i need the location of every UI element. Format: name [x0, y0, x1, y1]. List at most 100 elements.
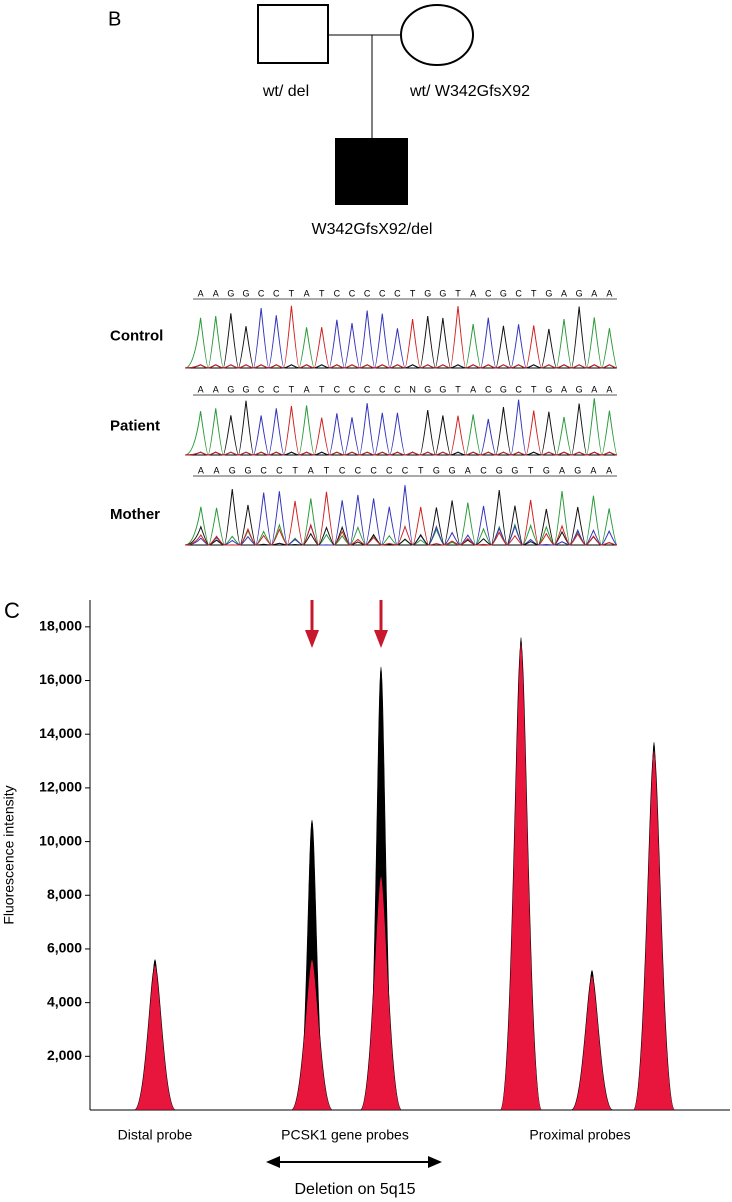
base-call: T — [289, 288, 295, 298]
trace — [184, 491, 618, 546]
trace — [184, 405, 618, 456]
base-call: C — [349, 288, 356, 298]
y-tick-label: 2,000 — [47, 1047, 82, 1063]
base-call: T — [528, 465, 534, 475]
base-call: C — [515, 288, 522, 298]
group-label: Proximal probes — [529, 1127, 630, 1143]
base-call: A — [304, 288, 310, 298]
base-call: G — [439, 384, 446, 394]
base-call: G — [500, 288, 507, 298]
child-genotype: W342GfsX92/del — [312, 221, 433, 238]
base-call: G — [227, 384, 234, 394]
base-call: G — [439, 288, 446, 298]
base-call: T — [410, 288, 416, 298]
trace — [184, 316, 618, 369]
base-call: C — [349, 384, 356, 394]
base-call: A — [198, 384, 204, 394]
base-call: A — [606, 465, 612, 475]
base-call: A — [606, 288, 612, 298]
peak — [632, 750, 676, 1111]
y-tick-label: 4,000 — [47, 993, 82, 1009]
base-call: C — [370, 465, 377, 475]
base-call: G — [574, 465, 581, 475]
base-call: A — [561, 288, 567, 298]
base-call: C — [402, 465, 409, 475]
arrow-head — [374, 630, 388, 648]
base-call: G — [545, 288, 552, 298]
base-call: C — [386, 465, 393, 475]
trace — [184, 489, 618, 546]
base-call: G — [496, 465, 503, 475]
peak — [570, 975, 614, 1111]
base-call: G — [229, 465, 236, 475]
base-call: A — [198, 465, 204, 475]
base-call: C — [480, 465, 487, 475]
base-call: C — [379, 384, 386, 394]
base-call: C — [515, 384, 522, 394]
base-call: C — [258, 384, 265, 394]
base-call: C — [334, 384, 341, 394]
base-call: G — [433, 465, 440, 475]
base-call: C — [260, 465, 267, 475]
base-call: A — [606, 384, 612, 394]
base-call: T — [531, 384, 537, 394]
base-call: G — [576, 384, 583, 394]
trace-label: Control — [110, 327, 163, 344]
group-label: PCSK1 gene probes — [281, 1127, 409, 1143]
annotation: Deletion on 5q15 — [295, 1181, 416, 1198]
trace — [184, 398, 618, 456]
base-call: T — [455, 288, 461, 298]
y-tick-label: 6,000 — [47, 940, 82, 956]
base-call: A — [213, 384, 219, 394]
base-call: C — [334, 288, 341, 298]
base-call: C — [339, 465, 346, 475]
chart: C Fluorescence intensity 2,000 4,000 6,000 8,… — [1, 598, 730, 1198]
peak — [359, 876, 403, 1111]
base-call: C — [273, 384, 280, 394]
peak — [290, 959, 334, 1111]
group-label: Distal probe — [118, 1127, 193, 1143]
base-call: C — [394, 384, 401, 394]
base-call: T — [292, 465, 298, 475]
y-tick-label: 10,000 — [39, 832, 82, 848]
peak — [133, 964, 177, 1111]
base-call: T — [319, 288, 325, 298]
base-call: G — [543, 465, 550, 475]
base-call: C — [394, 288, 401, 298]
trace — [184, 305, 618, 369]
child-symbol — [335, 138, 408, 205]
base-call: C — [379, 288, 386, 298]
base-call: C — [258, 288, 265, 298]
base-call: N — [409, 384, 416, 394]
base-call: T — [531, 288, 537, 298]
trace — [184, 400, 618, 456]
base-call: A — [591, 288, 597, 298]
base-call: T — [289, 384, 295, 394]
panel-label: B — [108, 8, 121, 30]
y-tick-label: 16,000 — [39, 671, 82, 687]
y-tick-label: 8,000 — [47, 886, 82, 902]
base-call: C — [485, 288, 492, 298]
y-tick-label: 14,000 — [39, 725, 82, 741]
base-call: A — [198, 288, 204, 298]
base-call: C — [355, 465, 362, 475]
base-call: G — [242, 384, 249, 394]
trace — [184, 306, 618, 369]
base-call: A — [590, 465, 596, 475]
base-call: A — [559, 465, 565, 475]
base-call: G — [424, 288, 431, 298]
base-call: A — [304, 384, 310, 394]
base-call: C — [273, 288, 280, 298]
base-call: C — [364, 288, 371, 298]
base-call: A — [214, 465, 220, 475]
base-call: A — [561, 384, 567, 394]
base-call: G — [449, 465, 456, 475]
arrow-head — [305, 630, 319, 648]
base-call: A — [465, 465, 471, 475]
mother-symbol — [400, 4, 474, 66]
trace-label: Mother — [110, 506, 160, 523]
base-call: T — [455, 384, 461, 394]
base-call: T — [418, 465, 424, 475]
